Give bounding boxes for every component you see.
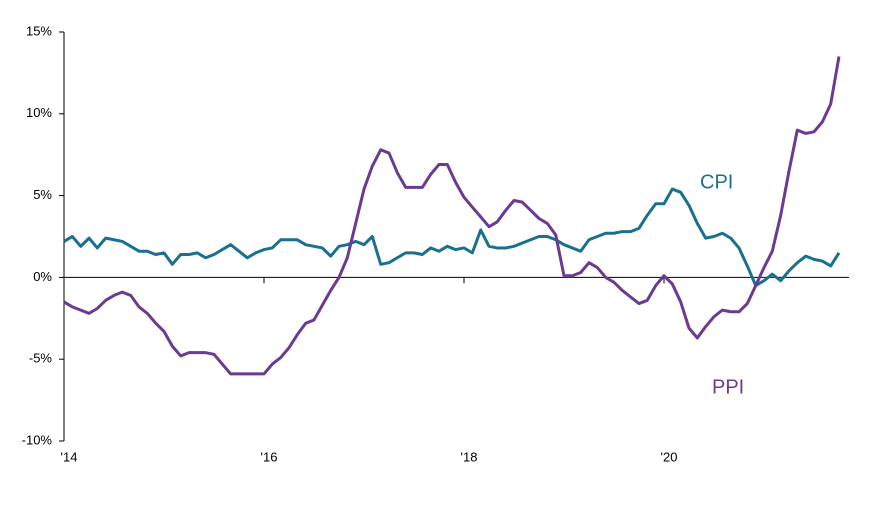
- y-tick-label: 15%: [26, 23, 52, 38]
- series-line: [63, 56, 841, 376]
- y-tick-label: -10%: [22, 432, 53, 447]
- x-tick-label: '18: [461, 449, 478, 464]
- series-line: [63, 187, 841, 288]
- y-tick-label: -5%: [29, 351, 53, 366]
- y-tick-label: 10%: [26, 105, 52, 120]
- x-tick-label: '16: [261, 449, 278, 464]
- y-tick-label: 5%: [33, 187, 52, 202]
- y-tick-label: 0%: [33, 269, 52, 284]
- series-label: CPI: [700, 171, 733, 193]
- x-tick-label: '20: [661, 449, 678, 464]
- series-label: PPI: [712, 376, 744, 398]
- x-tick-label: '14: [61, 449, 78, 464]
